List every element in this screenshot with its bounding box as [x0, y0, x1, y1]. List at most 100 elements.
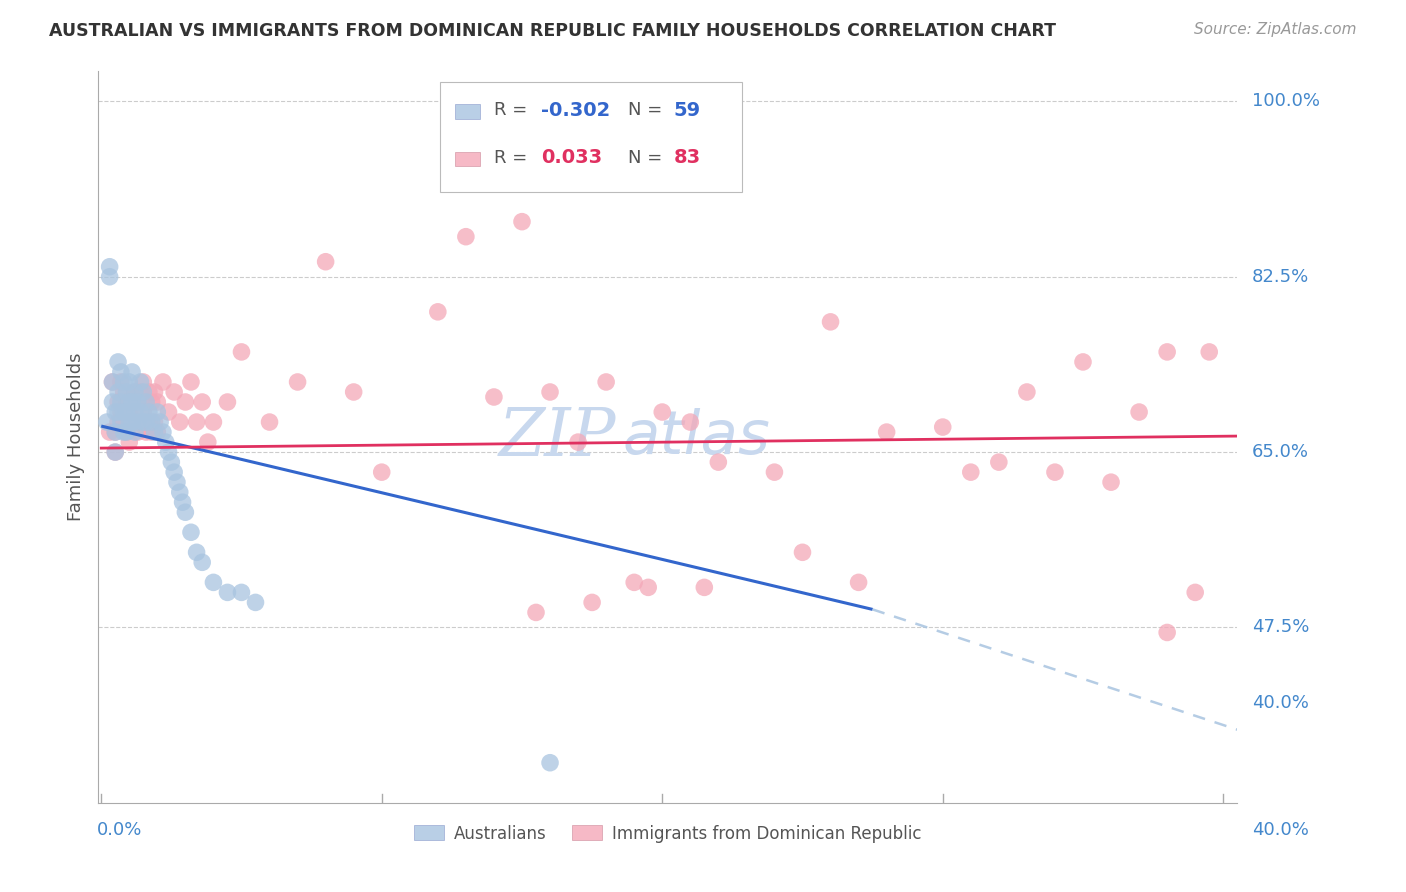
Point	[112, 415, 135, 429]
Point	[1128, 405, 1150, 419]
Point	[707, 455, 730, 469]
Point	[110, 375, 132, 389]
Text: 40.0%: 40.0%	[1253, 694, 1309, 712]
Point	[124, 384, 146, 399]
Point	[124, 415, 146, 429]
Point	[110, 415, 132, 429]
Point	[149, 415, 172, 429]
Point	[987, 455, 1010, 469]
Point	[152, 425, 174, 439]
Text: 0.033: 0.033	[541, 148, 603, 167]
Point	[191, 395, 214, 409]
Point	[454, 229, 477, 244]
Point	[848, 575, 870, 590]
Point	[371, 465, 394, 479]
Point	[259, 415, 281, 429]
Point	[104, 405, 127, 419]
Point	[118, 435, 141, 450]
Point	[1043, 465, 1066, 479]
Text: 100.0%: 100.0%	[1253, 93, 1320, 111]
Point	[820, 315, 842, 329]
Point	[146, 425, 169, 439]
Point	[876, 425, 898, 439]
Point	[679, 415, 702, 429]
Point	[115, 425, 138, 439]
FancyBboxPatch shape	[440, 82, 742, 192]
Text: R =: R =	[494, 149, 538, 167]
Point	[932, 420, 955, 434]
Text: 82.5%: 82.5%	[1253, 268, 1309, 285]
Point	[157, 445, 180, 459]
Point	[115, 425, 138, 439]
Point	[98, 260, 121, 274]
Point	[482, 390, 505, 404]
Text: -0.302: -0.302	[541, 101, 610, 120]
Text: ZIP: ZIP	[499, 404, 617, 470]
Point	[110, 365, 132, 379]
Point	[118, 395, 141, 409]
Point	[693, 580, 716, 594]
Point	[118, 415, 141, 429]
Point	[124, 425, 146, 439]
Point	[1071, 355, 1094, 369]
Point	[538, 756, 561, 770]
Point	[163, 384, 186, 399]
Text: 59: 59	[673, 101, 700, 120]
Point	[115, 395, 138, 409]
Point	[98, 269, 121, 284]
Point	[135, 395, 157, 409]
Point	[101, 395, 124, 409]
Point	[959, 465, 981, 479]
Point	[623, 575, 645, 590]
Point	[101, 375, 124, 389]
Point	[129, 375, 152, 389]
Point	[172, 495, 194, 509]
Point	[524, 606, 547, 620]
Point	[1156, 625, 1178, 640]
Point	[1198, 345, 1220, 359]
Point	[107, 415, 129, 429]
Point	[510, 214, 533, 228]
Point	[138, 415, 160, 429]
Point	[581, 595, 603, 609]
FancyBboxPatch shape	[456, 104, 479, 119]
Point	[231, 345, 253, 359]
Point	[127, 395, 149, 409]
Point	[174, 505, 197, 519]
Point	[98, 425, 121, 439]
Point	[132, 405, 155, 419]
Point	[132, 415, 155, 429]
Point	[763, 465, 786, 479]
Point	[107, 384, 129, 399]
Point	[146, 395, 169, 409]
Point	[127, 415, 149, 429]
Point	[231, 585, 253, 599]
Point	[104, 425, 127, 439]
Text: 40.0%: 40.0%	[1253, 821, 1309, 839]
Point	[104, 425, 127, 439]
Point	[110, 395, 132, 409]
Point	[112, 375, 135, 389]
Text: 0.0%: 0.0%	[97, 821, 142, 839]
Point	[217, 395, 239, 409]
Y-axis label: Family Households: Family Households	[66, 353, 84, 521]
Point	[191, 555, 214, 569]
Point	[315, 254, 337, 268]
Point	[143, 425, 166, 439]
Point	[143, 415, 166, 429]
Text: 47.5%: 47.5%	[1253, 618, 1309, 637]
Point	[651, 405, 673, 419]
Point	[138, 405, 160, 419]
Legend: Australians, Immigrants from Dominican Republic: Australians, Immigrants from Dominican R…	[408, 818, 928, 849]
Point	[135, 395, 157, 409]
Point	[101, 375, 124, 389]
Point	[124, 405, 146, 419]
Point	[146, 405, 169, 419]
Point	[197, 435, 219, 450]
Point	[180, 375, 202, 389]
Point	[245, 595, 267, 609]
Text: Source: ZipAtlas.com: Source: ZipAtlas.com	[1194, 22, 1357, 37]
Point	[115, 405, 138, 419]
Point	[112, 405, 135, 419]
Point	[538, 384, 561, 399]
